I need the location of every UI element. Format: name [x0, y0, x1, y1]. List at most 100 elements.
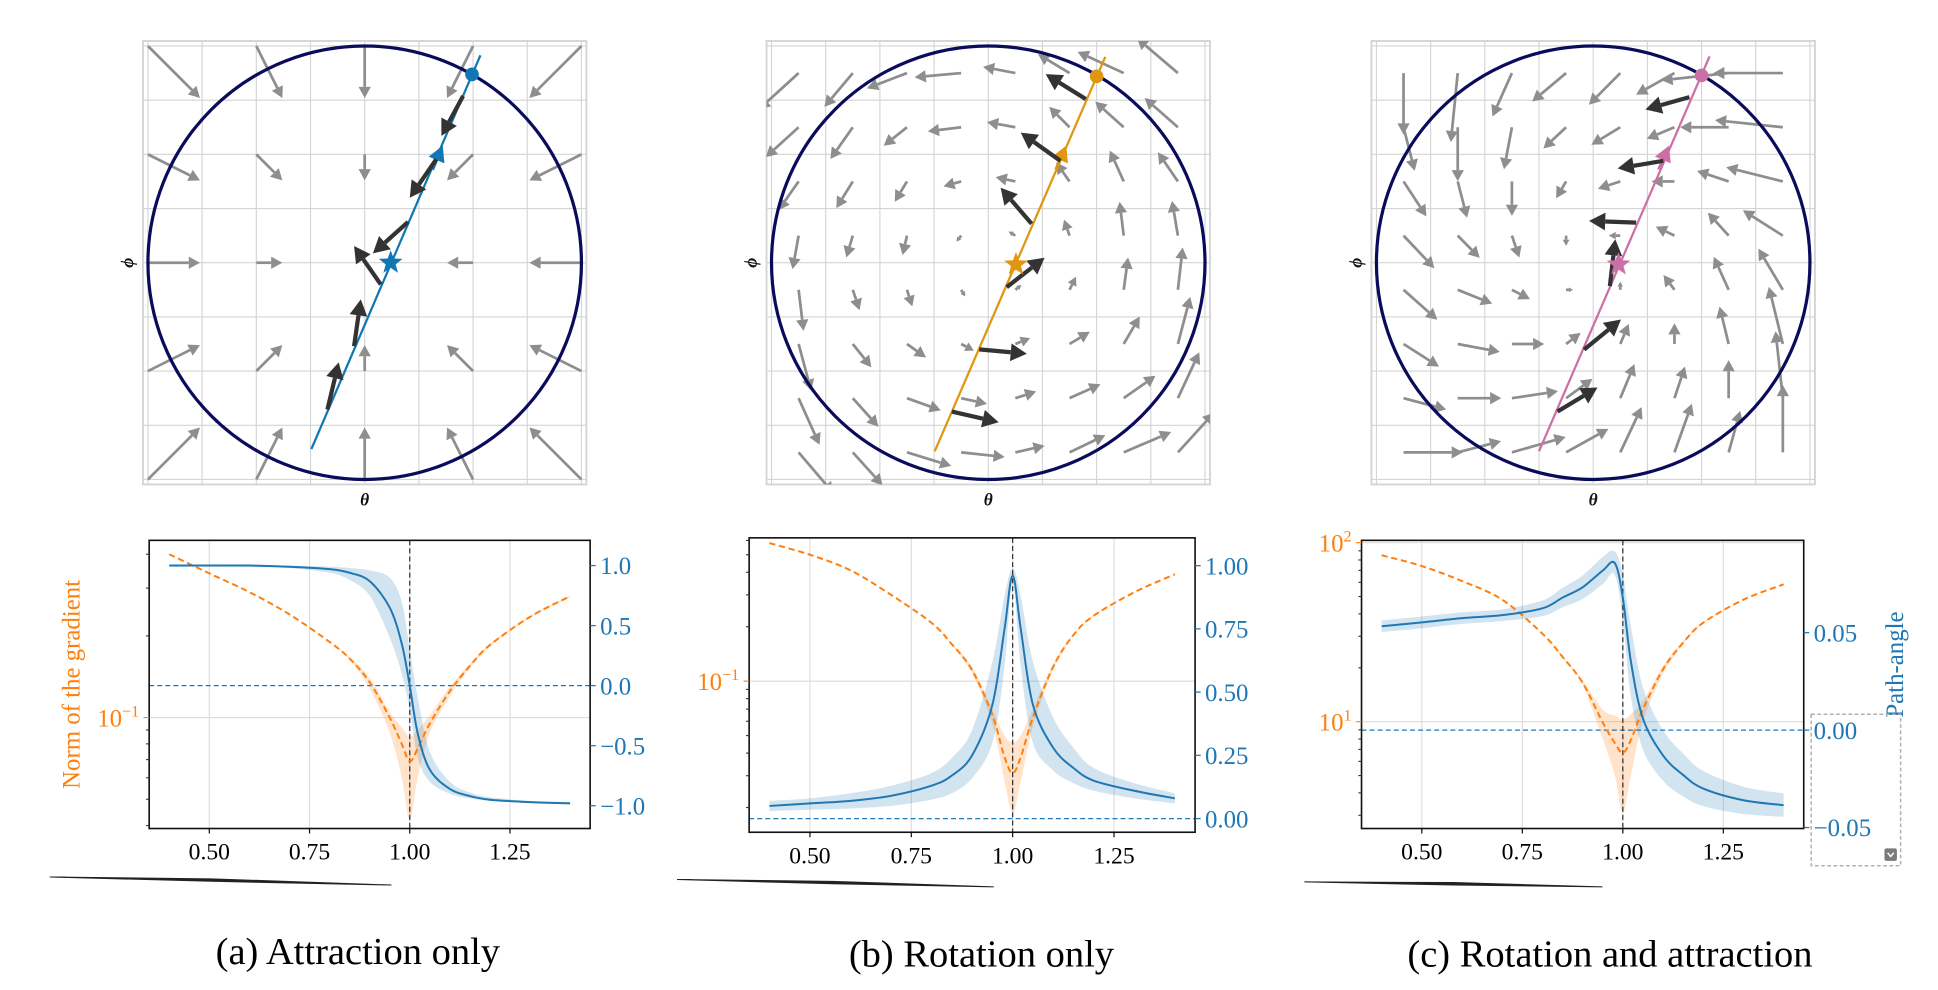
field-arrow-shaft	[1144, 44, 1179, 75]
y-right-tick-label: −1.0	[600, 793, 645, 820]
field-arrow-shaft	[1014, 340, 1022, 346]
trajectory-arrow-head	[1645, 96, 1664, 114]
trajectory-arrow	[1617, 157, 1664, 175]
plot-frame	[748, 537, 1196, 834]
field-arrow-shaft	[1600, 126, 1621, 141]
trajectory-line	[310, 54, 482, 450]
field-arrow-head	[992, 449, 1005, 462]
x-axis-label: θ	[360, 491, 369, 510]
field-arrow	[1402, 234, 1435, 269]
start-point	[465, 67, 479, 82]
y-right-tick-label: 0.5	[600, 613, 631, 640]
trajectory-arrow-head	[1602, 319, 1621, 337]
field-arrow-head	[913, 345, 927, 358]
x-tick-label: 1.25	[1703, 840, 1744, 866]
y-right-tick-label: 0.75	[1205, 617, 1248, 644]
field-arrow	[1651, 175, 1675, 188]
field-arrow	[447, 256, 474, 269]
field-arrow-shaft	[538, 348, 583, 373]
selection-box[interactable]	[1810, 713, 1902, 867]
field-arrow-shaft	[536, 45, 583, 92]
field-arrow	[1511, 386, 1558, 400]
optimum-star	[1004, 252, 1028, 275]
unit-circle	[769, 44, 1207, 482]
field-arrow-head	[1490, 392, 1502, 405]
field-arrow	[883, 126, 908, 146]
field-arrow	[1543, 126, 1568, 149]
trajectory-arrow-shaft	[1058, 80, 1087, 101]
field-arrow	[1697, 168, 1730, 183]
trajectory-arrow-shaft	[1660, 95, 1690, 108]
field-arrow-shaft	[1402, 126, 1414, 161]
field-arrow	[995, 173, 1016, 186]
trajectory-arrow-shaft	[1556, 394, 1585, 414]
field-arrow	[1765, 286, 1785, 345]
field-arrow	[358, 45, 371, 98]
trajectory-arrow	[951, 409, 999, 428]
field-arrow-head	[1451, 170, 1464, 182]
field-arrow	[1511, 434, 1566, 454]
field-arrow	[1565, 378, 1593, 400]
field-arrow	[1758, 248, 1785, 291]
field-arrow-head	[358, 427, 371, 439]
field-arrow-head	[766, 100, 772, 108]
chevron-down-icon[interactable]	[1884, 848, 1897, 861]
field-arrow-head	[1188, 352, 1201, 365]
field-arrow-head	[1556, 185, 1568, 199]
trajectory-line	[1537, 55, 1711, 452]
field-arrow	[1663, 274, 1676, 291]
trajectory-arrow-head	[1589, 212, 1606, 231]
field-arrow	[1509, 235, 1522, 258]
field-arrow-shaft	[851, 289, 858, 301]
field-arrow-head	[1765, 286, 1778, 300]
field-arrow-head	[859, 354, 872, 368]
field-arrow	[906, 451, 952, 469]
field-arrow-head	[995, 173, 1008, 186]
field-arrow-shaft	[1061, 170, 1071, 183]
field-arrow-shaft	[1102, 108, 1125, 129]
y-right-tick-label: 0.50	[1205, 680, 1248, 707]
field-arrow-head	[883, 134, 897, 146]
field-arrow	[830, 126, 854, 160]
field-arrow-shaft	[1068, 387, 1091, 400]
field-arrow	[1714, 115, 1783, 129]
field-arrow-head	[826, 480, 832, 485]
field-arrow-shaft	[1456, 181, 1466, 208]
field-arrow	[255, 45, 283, 98]
field-arrow-shaft	[1068, 438, 1096, 454]
field-arrow	[1108, 150, 1125, 182]
trajectory-arrow-shaft	[1032, 140, 1062, 163]
field-arrow-head	[1415, 203, 1427, 217]
field-arrow	[1456, 181, 1471, 218]
field-arrow-shaft	[1056, 113, 1071, 129]
confidence-band	[769, 568, 1175, 812]
field-arrow-head	[938, 456, 952, 469]
field-arrow-shaft	[1504, 127, 1514, 159]
field-arrow-shaft	[1725, 119, 1783, 129]
field-arrow-shaft	[953, 180, 962, 185]
field-arrow-head	[1157, 152, 1170, 165]
trajectory-arrow	[349, 299, 368, 347]
field-arrow-shaft	[1595, 72, 1622, 98]
y-axis-label: ϕ	[1347, 258, 1366, 268]
field-arrow	[447, 153, 475, 181]
field-arrow	[797, 397, 821, 445]
field-arrow-head	[1077, 50, 1091, 63]
field-arrow-head	[1532, 89, 1545, 102]
field-arrow-shaft	[1006, 178, 1016, 183]
field-arrow-head	[187, 85, 200, 98]
y-axis-label: ϕ	[118, 258, 137, 268]
field-arrow	[1122, 375, 1156, 400]
field-arrow	[529, 256, 582, 269]
field-arrow-head	[1144, 97, 1158, 110]
field-arrow-head	[899, 242, 912, 256]
trajectory-arrow-head	[1579, 387, 1598, 404]
field-arrow-shaft	[851, 343, 866, 360]
trajectory-arrow	[1045, 74, 1087, 101]
field-arrow-shaft	[1087, 55, 1125, 75]
field-arrow-head	[1422, 255, 1435, 269]
field-arrow	[446, 45, 475, 98]
field-arrow	[959, 289, 966, 297]
field-arrow-shaft	[841, 180, 854, 200]
